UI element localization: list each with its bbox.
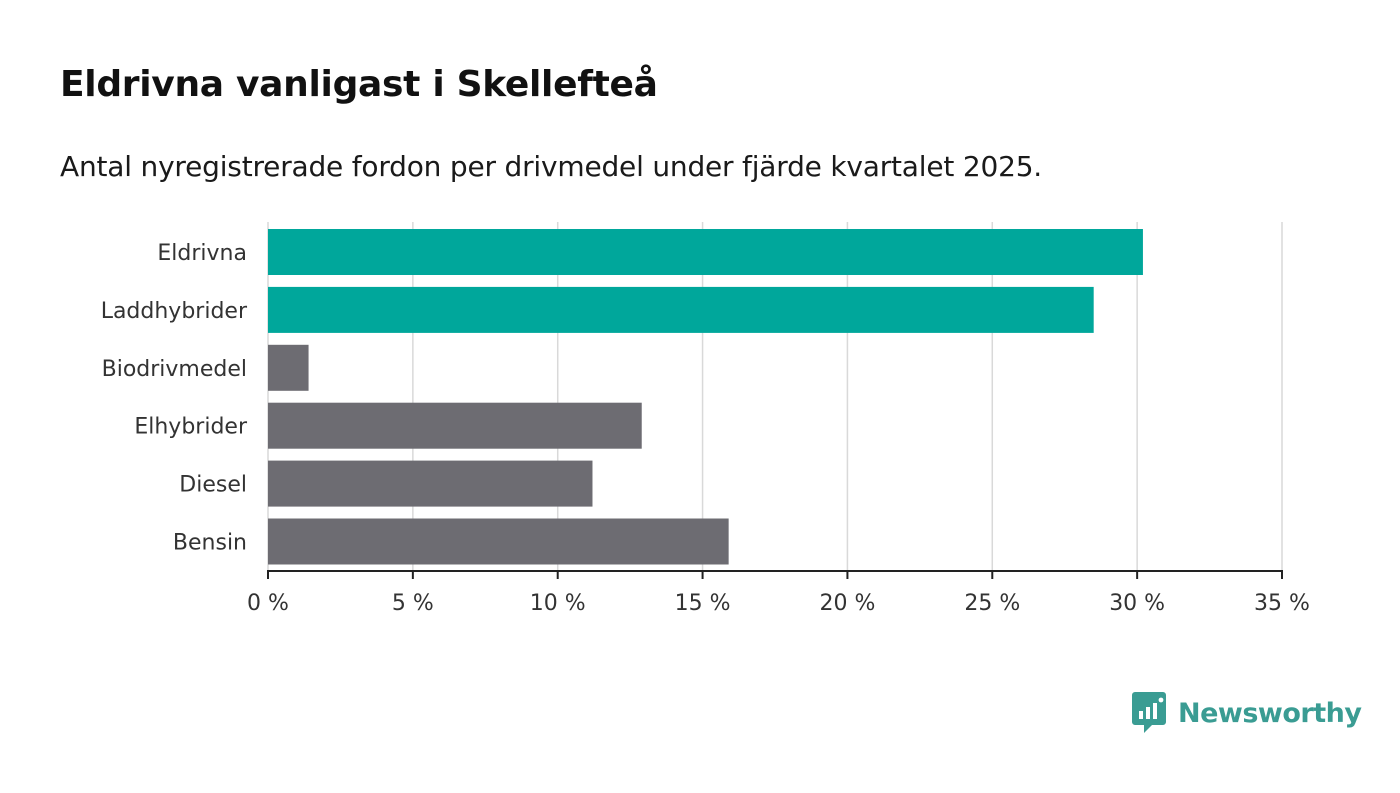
category-label: Biodrivmedel	[102, 357, 247, 382]
category-label: Eldrivna	[157, 241, 247, 266]
brand-name: Newsworthy	[1178, 697, 1362, 729]
x-tick-label: 5 %	[392, 591, 434, 616]
newsworthy-logo: Newsworthy	[1132, 692, 1362, 734]
bar-biodrivmedel	[268, 344, 309, 391]
bar-bensin	[268, 518, 729, 565]
x-axis: 0 % 5 % 10 % 15 % 20 % 25 % 30 % 35 %	[247, 570, 1310, 616]
x-tick-label: 10 %	[530, 591, 586, 616]
category-label: Bensin	[173, 531, 247, 556]
chart-speech-bubble-icon	[1132, 692, 1166, 733]
x-tick-label: 35 %	[1254, 591, 1310, 616]
chart-subtitle: Antal nyregistrerade fordon per drivmede…	[60, 150, 1043, 183]
category-labels: Eldrivna Laddhybrider Biodrivmedel Elhybrid…	[101, 241, 248, 556]
x-tick-label: 30 %	[1109, 591, 1165, 616]
x-tick-label: 0 %	[247, 591, 289, 616]
x-tick-label: 20 %	[819, 591, 875, 616]
x-tick-label: 25 %	[964, 591, 1020, 616]
bar-elhybrider	[268, 402, 642, 449]
bar-laddhybrider	[268, 286, 1094, 333]
bars	[268, 229, 1143, 565]
bar-diesel	[268, 460, 593, 507]
bar-eldrivna	[268, 229, 1143, 275]
x-tick-label: 15 %	[675, 591, 731, 616]
gridlines	[267, 222, 1283, 571]
category-label: Diesel	[179, 473, 247, 498]
chart-title: Eldrivna vanligast i Skellefteå	[60, 64, 658, 105]
category-label: Laddhybrider	[101, 299, 248, 324]
category-label: Elhybrider	[134, 415, 248, 440]
